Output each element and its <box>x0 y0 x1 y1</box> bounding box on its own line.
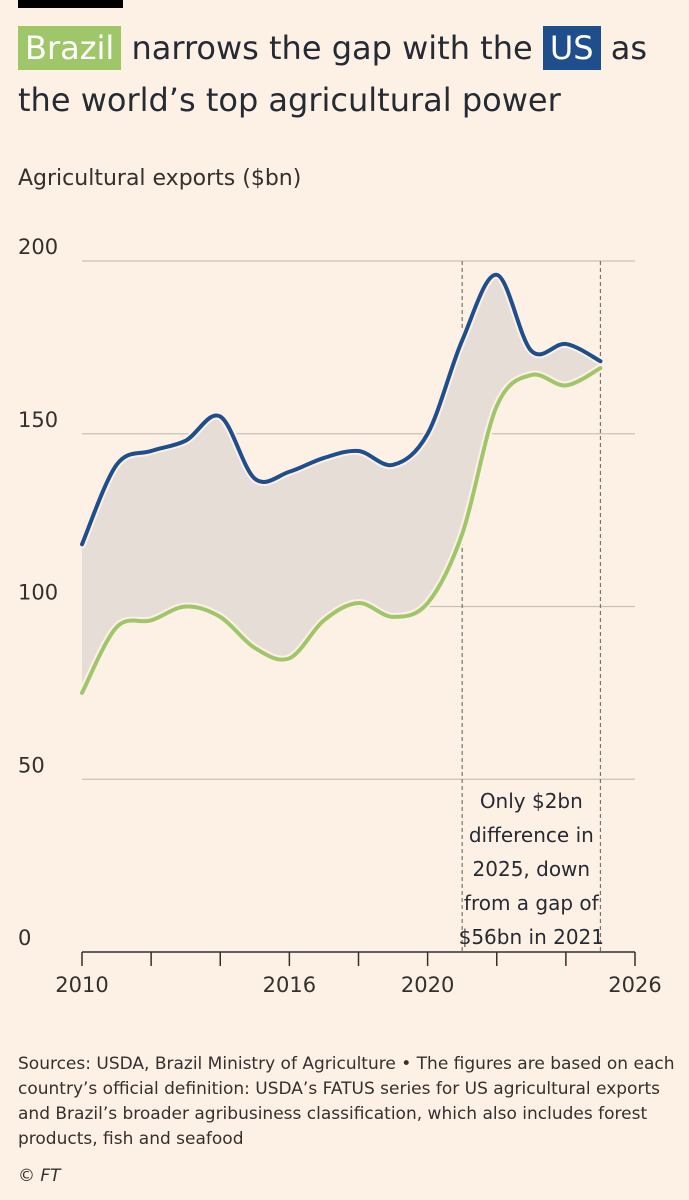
brazil-highlight: Brazil <box>18 26 122 70</box>
annotation-line: difference in <box>469 823 594 847</box>
y-tick-label: 150 <box>18 408 58 432</box>
y-tick-label: 0 <box>18 926 31 950</box>
title-mid-text: narrows the gap with the <box>131 29 533 67</box>
chart-title: Brazil narrows the gap with the US as th… <box>18 22 678 126</box>
annotation-line: from a gap of <box>464 891 600 915</box>
x-tick-label: 2026 <box>608 973 661 997</box>
brazil-line <box>80 366 603 695</box>
annotation-line: Only $2bn <box>480 789 583 813</box>
title-end-text: as the world’s top agricultural power <box>18 29 648 119</box>
y-tick-label: 50 <box>18 753 45 777</box>
x-axis: 2010 2016 2020 2026 <box>55 951 662 997</box>
us-highlight: US <box>542 26 601 70</box>
us-line <box>80 272 603 547</box>
brand-bar <box>18 0 123 8</box>
x-tick-label: 2010 <box>55 973 108 997</box>
y-axis-label: Agricultural exports ($bn) <box>18 166 302 191</box>
gap-area <box>82 274 601 693</box>
line-chart: 0 50 100 150 200 2010 2016 2020 2026 Only $2bn d… <box>18 235 662 997</box>
x-tick-label: 2016 <box>263 973 316 997</box>
grid-layer: 0 50 100 150 200 <box>18 235 635 950</box>
annotation-line: 2025, down <box>473 857 591 881</box>
annotation-line: $56bn in 2021 <box>459 925 604 949</box>
x-tick-label: 2020 <box>401 973 454 997</box>
y-tick-label: 200 <box>18 235 58 259</box>
y-tick-label: 100 <box>18 581 58 605</box>
annotation: Only $2bn difference in 2025, down from a g… <box>459 789 604 949</box>
ft-credit: © FT <box>18 1166 61 1186</box>
sources-note: Sources: USDA, Brazil Ministry of Agricu… <box>18 1054 675 1149</box>
